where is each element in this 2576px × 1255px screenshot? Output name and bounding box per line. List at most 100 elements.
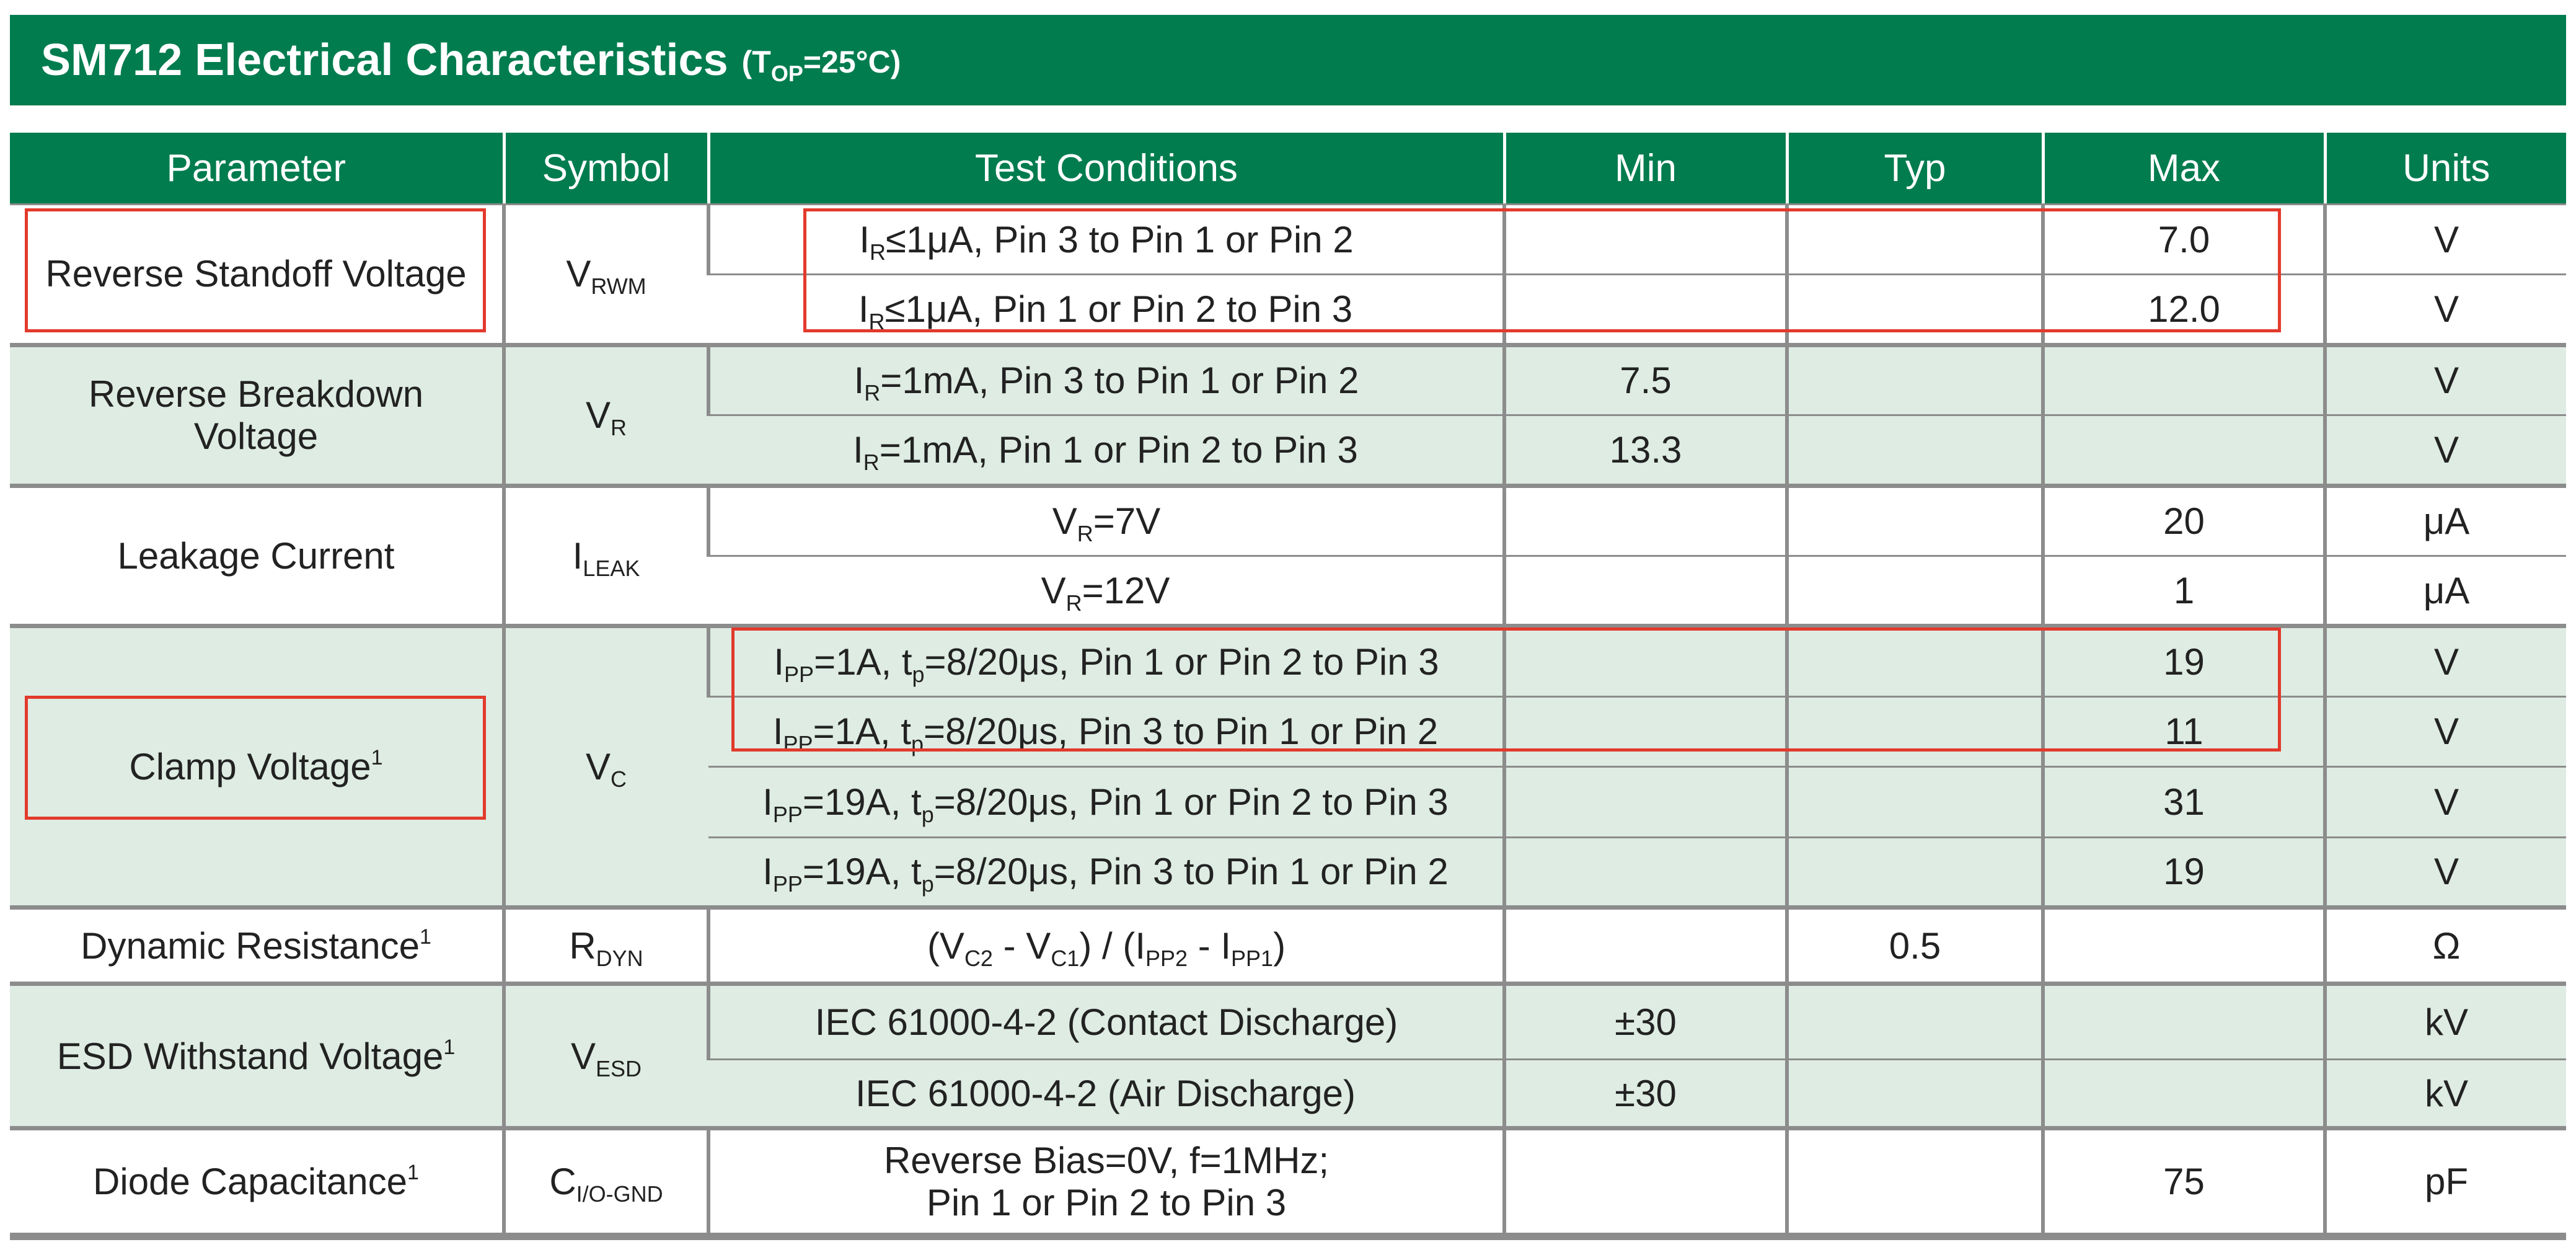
parameter-cell: Leakage Current	[10, 484, 504, 626]
typ-cell: 0.5	[1785, 906, 2043, 984]
max-cell: 75	[2041, 1127, 2325, 1236]
parameter-cell: Reverse Standoff Voltage	[10, 203, 504, 345]
table-row: IR≤1μA, Pin 1 or Pin 2 to Pin 3 12.0 V	[10, 273, 2566, 345]
max-cell	[2041, 1058, 2325, 1129]
row-group-clamp-voltage: Clamp Voltage1 VC IPP=1A, tp=8/20μs, Pin…	[10, 625, 2566, 908]
typ-cell	[1785, 414, 2043, 486]
electrical-characteristics-table: Parameter Symbol Test Conditions Min Typ…	[10, 133, 2566, 1240]
min-cell: ±30	[1502, 1058, 1787, 1129]
test-condition-cell: IPP=1A, tp=8/20μs, Pin 1 or Pin 2 to Pin…	[707, 625, 1504, 697]
max-cell	[2041, 344, 2325, 415]
parameter-cell: Diode Capacitance1	[10, 1127, 504, 1236]
min-cell	[1502, 695, 1787, 767]
typ-cell	[1785, 766, 2043, 838]
table-title-bar: SM712 Electrical Characteristics (TOP=25…	[10, 15, 2566, 105]
max-cell: 11	[2041, 695, 2325, 767]
row-group-dynamic-resistance: Dynamic Resistance1 RDYN (VC2 - VC1) / (…	[10, 906, 2566, 984]
min-cell	[1502, 625, 1787, 697]
row-group-leakage-current: Leakage Current ILEAK VR=7V 20 μA VR=12V…	[10, 484, 2566, 626]
unit-cell: μA	[2323, 484, 2566, 556]
test-condition-cell: IR=1mA, Pin 3 to Pin 1 or Pin 2	[707, 344, 1504, 415]
test-condition-cell: Reverse Bias=0V, f=1MHz; Pin 1 or Pin 2 t…	[707, 1127, 1504, 1236]
test-condition-cell: IPP=19A, tp=8/20μs, Pin 3 to Pin 1 or Pi…	[708, 836, 1504, 908]
typ-cell	[1785, 983, 2043, 1060]
header-units: Units	[2323, 133, 2566, 205]
footnote-marker: 1	[407, 1161, 419, 1185]
symbol-cell: CI/O-GND	[502, 1127, 708, 1236]
typ-cell	[1785, 836, 2043, 908]
header-typ: Typ	[1785, 133, 2045, 205]
footnote-marker: 1	[443, 1035, 456, 1059]
typ-cell	[1785, 203, 2043, 275]
max-cell	[2041, 983, 2325, 1060]
min-cell	[1502, 906, 1787, 984]
typ-cell	[1785, 695, 2043, 767]
table-row: IEC 61000-4-2 (Air Discharge) ±30 kV	[10, 1058, 2566, 1129]
max-cell: 19	[2041, 625, 2325, 697]
typ-cell	[1785, 625, 2043, 697]
test-condition-cell: VR=7V	[707, 484, 1504, 556]
footnote-marker: 1	[371, 746, 383, 770]
min-cell	[1502, 484, 1787, 556]
unit-cell: kV	[2323, 1058, 2566, 1129]
typ-cell	[1785, 1127, 2043, 1236]
symbol-cell: VR	[502, 344, 708, 486]
max-cell	[2041, 906, 2325, 984]
symbol-cell: ILEAK	[502, 484, 708, 626]
table-row: Diode Capacitance1 CI/O-GND Reverse Bias…	[10, 1127, 2566, 1236]
table-row: ESD Withstand Voltage1 VESD IEC 61000-4-…	[10, 983, 2566, 1129]
max-cell: 19	[2041, 836, 2325, 908]
unit-cell: V	[2323, 203, 2566, 275]
table-row: Reverse Breakdown Voltage VR IR=1mA, Pin …	[10, 344, 2566, 486]
table-row: Leakage Current ILEAK VR=7V 20 μA	[10, 484, 2566, 626]
unit-cell: Ω	[2323, 906, 2566, 984]
unit-cell: V	[2323, 695, 2566, 767]
typ-cell	[1785, 273, 2043, 345]
table-row: IPP=1A, tp=8/20μs, Pin 3 to Pin 1 or Pin…	[10, 695, 2566, 767]
parameter-cell: Reverse Breakdown Voltage	[10, 344, 504, 486]
symbol-cell: VESD	[502, 983, 708, 1129]
typ-cell	[1785, 484, 2043, 556]
test-condition-cell: IEC 61000-4-2 (Air Discharge)	[708, 1058, 1504, 1129]
parameter-cell: ESD Withstand Voltage1	[10, 983, 504, 1129]
unit-cell: V	[2323, 625, 2566, 697]
parameter-cell: Dynamic Resistance1	[10, 906, 504, 984]
table-row: Clamp Voltage1 VC IPP=1A, tp=8/20μs, Pin…	[10, 625, 2566, 908]
row-group-diode-capacitance: Diode Capacitance1 CI/O-GND Reverse Bias…	[10, 1127, 2566, 1236]
max-cell: 31	[2041, 766, 2325, 838]
max-cell: 1	[2041, 554, 2325, 626]
test-condition-cell: IR≤1μA, Pin 1 or Pin 2 to Pin 3	[708, 273, 1504, 345]
header-test-conditions: Test Conditions	[707, 133, 1506, 205]
unit-cell: V	[2323, 836, 2566, 908]
unit-cell: V	[2323, 766, 2566, 838]
footnote-marker: 1	[419, 925, 431, 949]
table-row: Reverse Standoff Voltage VRWM IR≤1μA, Pi…	[10, 203, 2566, 345]
symbol-cell: VRWM	[502, 203, 708, 345]
test-condition-cell: (VC2 - VC1) / (IPP2 - IPP1)	[707, 906, 1504, 984]
symbol-cell: VC	[502, 625, 708, 908]
table-title: SM712 Electrical Characteristics	[41, 35, 728, 85]
min-cell: 13.3	[1502, 414, 1787, 486]
symbol-cell: RDYN	[502, 906, 708, 984]
unit-cell: kV	[2323, 983, 2566, 1060]
header-parameter: Parameter	[10, 133, 506, 205]
unit-cell: μA	[2323, 554, 2566, 626]
typ-cell	[1785, 344, 2043, 415]
test-condition-cell: IR=1mA, Pin 1 or Pin 2 to Pin 3	[708, 414, 1504, 486]
row-group-esd-withstand-voltage: ESD Withstand Voltage1 VESD IEC 61000-4-…	[10, 983, 2566, 1129]
min-cell	[1502, 836, 1787, 908]
parameter-cell: Clamp Voltage1	[10, 625, 504, 908]
unit-cell: pF	[2323, 1127, 2566, 1236]
min-cell	[1502, 273, 1787, 345]
max-cell: 12.0	[2041, 273, 2325, 345]
unit-cell: V	[2323, 414, 2566, 486]
min-cell	[1502, 554, 1787, 626]
table-row: Dynamic Resistance1 RDYN (VC2 - VC1) / (…	[10, 906, 2566, 984]
min-cell	[1502, 203, 1787, 275]
typ-cell	[1785, 1058, 2043, 1129]
header-row: Parameter Symbol Test Conditions Min Typ…	[10, 133, 2566, 205]
min-cell	[1502, 766, 1787, 838]
test-condition-cell: IEC 61000-4-2 (Contact Discharge)	[707, 983, 1504, 1060]
min-cell: 7.5	[1502, 344, 1787, 415]
